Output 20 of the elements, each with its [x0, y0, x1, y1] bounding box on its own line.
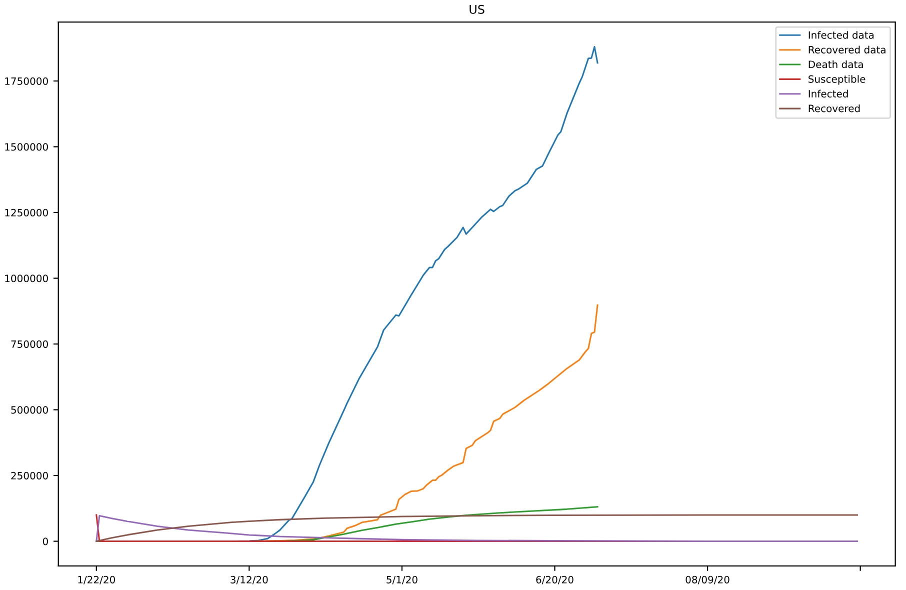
y-tick-label: 1750000	[5, 77, 48, 85]
x-tick-label: 5/1/20	[386, 576, 418, 584]
y-tick-label: 1000000	[5, 274, 48, 282]
x-tick-label: 3/12/20	[230, 576, 268, 584]
y-tick-label: 250000	[11, 472, 48, 480]
legend-label: Infected	[808, 90, 848, 98]
y-tick-label: 500000	[11, 406, 48, 414]
legend-label: Recovered	[808, 104, 860, 112]
chart-title: US	[470, 4, 484, 14]
legend-label: Infected data	[808, 31, 874, 39]
y-tick-label: 1250000	[5, 208, 48, 216]
legend-label: Susceptible	[808, 75, 866, 85]
x-tick-label: 1/22/20	[78, 576, 115, 584]
y-tick-label: 1500000	[5, 143, 48, 151]
legend-label: Death data	[808, 60, 863, 68]
y-tick-label: 750000	[11, 340, 48, 348]
y-tick-label: 0	[42, 538, 48, 546]
legend-label: Recovered data	[808, 46, 886, 54]
x-tick-label: 6/20/20	[536, 576, 574, 584]
x-tick-label: 08/09/20	[686, 576, 730, 584]
